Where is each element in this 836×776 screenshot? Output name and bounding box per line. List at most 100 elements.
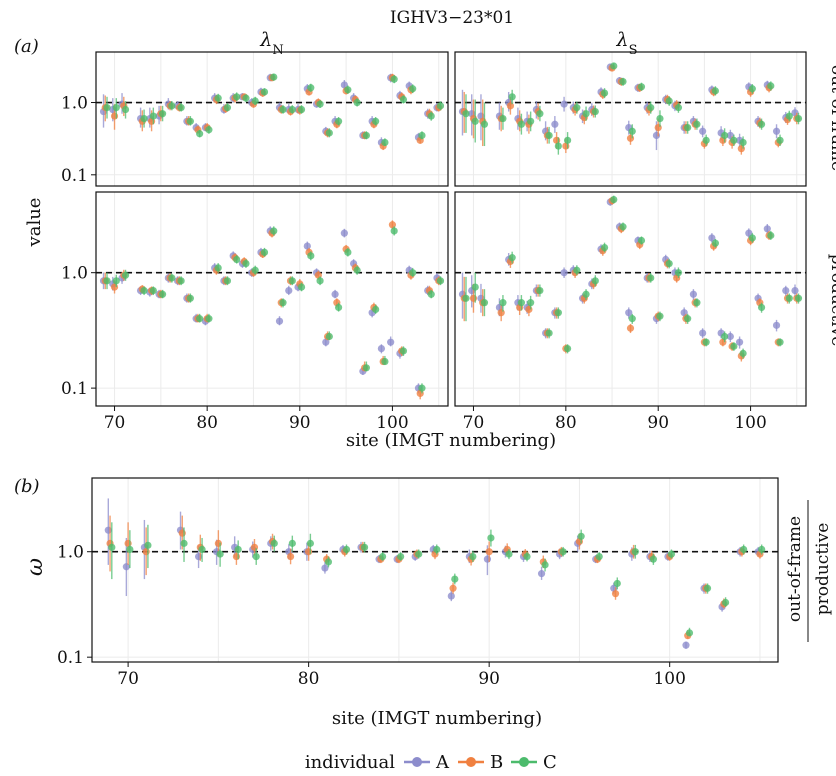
data-point (140, 114, 148, 123)
data-point (251, 97, 259, 105)
data-point (508, 254, 516, 262)
data-point (316, 277, 324, 285)
data-point (471, 117, 479, 125)
data-point (378, 552, 387, 561)
data-point (110, 283, 119, 291)
data-point (104, 526, 112, 534)
panel-b-label: (b) (14, 476, 40, 497)
data-point (233, 255, 241, 264)
data-point (214, 539, 222, 547)
data-point (689, 290, 698, 298)
data-point (721, 598, 730, 607)
data-point (527, 117, 535, 125)
col-title-lambda-n: λN (259, 29, 283, 58)
series-B (460, 196, 801, 362)
data-point (656, 312, 664, 320)
y-tick-label: 1.0 (61, 94, 88, 114)
data-point (342, 545, 351, 554)
series-C (103, 226, 445, 394)
data-point (684, 315, 692, 323)
data-point (785, 112, 793, 120)
data-point (610, 62, 618, 70)
data-point (536, 286, 544, 295)
x-tick-label: 90 (647, 413, 669, 433)
data-point (485, 548, 493, 556)
series-C (108, 522, 766, 637)
data-point (628, 127, 636, 135)
data-point (730, 136, 738, 144)
a-x-axis-label: site (IMGT numbering) (346, 430, 556, 451)
data-point (322, 338, 330, 346)
data-point (234, 545, 242, 554)
data-point (563, 344, 572, 353)
data-point (344, 86, 352, 94)
data-point (233, 93, 241, 101)
legend-label-a: A (435, 752, 450, 773)
data-point (536, 110, 544, 118)
y-tick-label: 0.1 (61, 379, 88, 399)
data-point (451, 575, 459, 583)
data-point (198, 545, 206, 554)
data-point (316, 100, 324, 108)
data-point (186, 117, 194, 125)
data-point (757, 303, 766, 312)
data-point (205, 315, 213, 323)
data-point (121, 271, 130, 279)
data-point (637, 236, 646, 245)
data-point (527, 299, 535, 307)
data-point (124, 539, 132, 547)
panel-frame (454, 51, 807, 187)
data-point (324, 558, 333, 566)
data-point (497, 309, 505, 317)
data-point (619, 223, 627, 231)
series-B (106, 515, 764, 640)
data-point (149, 286, 157, 295)
data-point (523, 552, 531, 561)
data-point (600, 243, 609, 252)
data-point (626, 324, 635, 332)
data-point (340, 229, 348, 237)
x-tick-label: 80 (196, 413, 218, 433)
col-title-lambda-n-text-subscript: N (272, 43, 283, 58)
data-point (739, 138, 747, 147)
data-point (390, 75, 398, 83)
data-point (436, 277, 445, 285)
panel-4: 70 80 90 100 (454, 191, 807, 433)
col-title-lambda-s-text-subscript: S (629, 43, 638, 58)
data-point (103, 277, 111, 285)
plots-layer: 0.1 1.0 0.1 1.0 70 80 90 100 70 80 90 100 0.1 1.0 70 80… (57, 51, 807, 689)
data-point (279, 299, 287, 307)
series-C (462, 62, 803, 155)
x-tick-label: 70 (463, 413, 485, 433)
legend-key-dot-a (412, 757, 422, 767)
data-point (665, 259, 673, 268)
data-point (325, 332, 333, 341)
data-point (740, 545, 748, 554)
data-point (270, 539, 278, 547)
data-point (275, 317, 284, 325)
data-point (721, 332, 729, 341)
data-point (121, 105, 130, 114)
legend-item-b: B (458, 752, 503, 773)
data-point (242, 94, 250, 102)
data-point (122, 563, 130, 571)
data-point (307, 84, 315, 92)
x-tick-label: 70 (117, 669, 139, 689)
legend-label-b: B (490, 752, 503, 773)
data-point (480, 120, 489, 128)
data-point (462, 110, 470, 118)
data-point (693, 120, 701, 128)
data-point (626, 134, 635, 142)
data-point (372, 305, 380, 314)
data-point (582, 110, 590, 118)
data-point (418, 131, 426, 140)
data-point (140, 286, 148, 295)
data-point (554, 309, 562, 317)
data-point (447, 592, 455, 600)
x-tick-label: 90 (478, 669, 500, 689)
data-point (560, 269, 568, 277)
data-point (654, 123, 662, 132)
data-point (791, 286, 799, 295)
data-point (711, 87, 719, 95)
